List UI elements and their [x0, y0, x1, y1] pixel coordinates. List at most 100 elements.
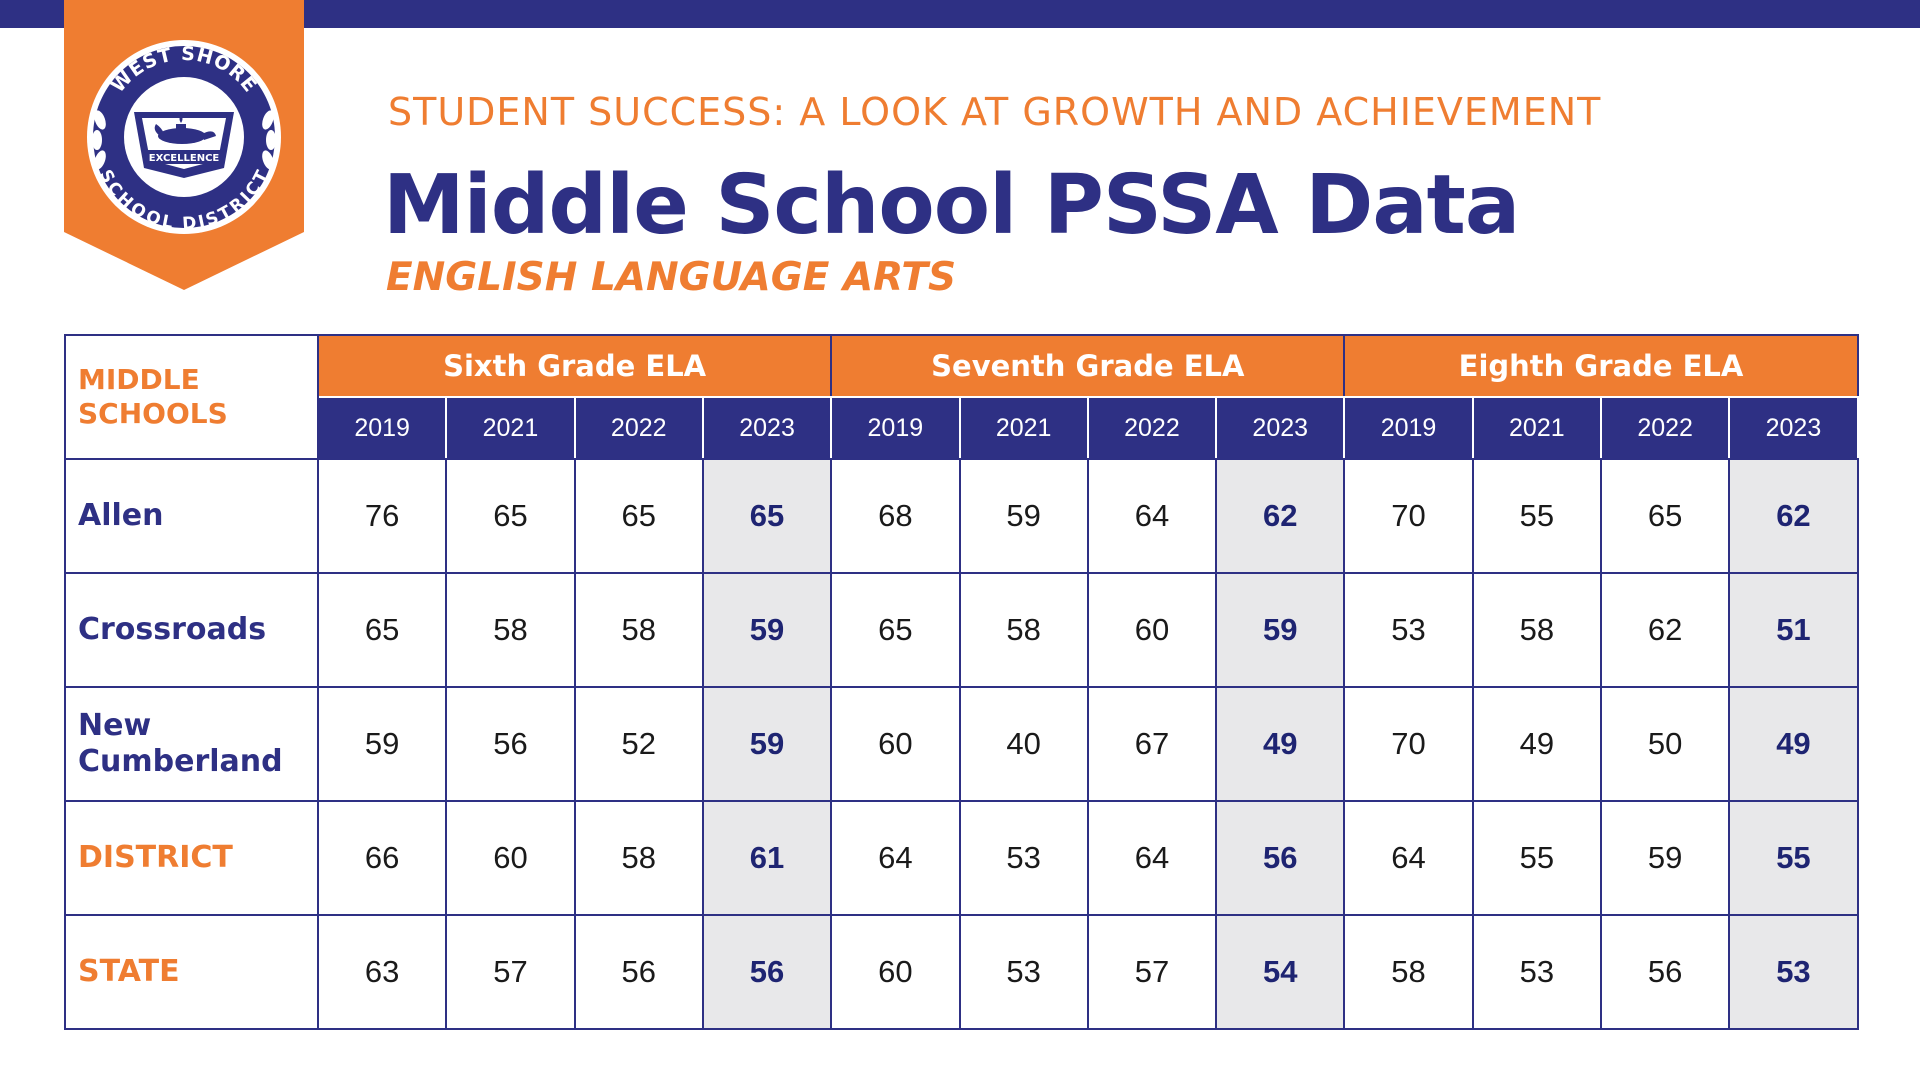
- value-cell-current-year: 49: [1215, 686, 1346, 802]
- year-header-cell: 2023: [1215, 396, 1346, 460]
- value-cell: 55: [1471, 458, 1602, 574]
- corner-label-line2: SCHOOLS: [78, 397, 228, 430]
- year-header-cell: 2021: [1471, 396, 1602, 460]
- value-cell: 58: [1471, 572, 1602, 688]
- year-header-cell: 2019: [316, 396, 448, 460]
- row-label: Crossroads: [64, 572, 319, 688]
- year-header-cell: 2019: [1343, 396, 1474, 460]
- grade-header-eighth: Eighth Grade ELA: [1343, 334, 1859, 398]
- value-cell: 60: [830, 686, 961, 802]
- value-cell: 58: [958, 572, 1089, 688]
- value-cell: 58: [573, 572, 704, 688]
- value-cell: 70: [1343, 458, 1474, 574]
- value-cell: 49: [1471, 686, 1602, 802]
- value-cell: 53: [958, 800, 1089, 916]
- year-header-cell: 2022: [573, 396, 704, 460]
- table-row: STATE 63 57 56 56 60 53 57 54 58 53 56 53: [64, 914, 1859, 1030]
- value-cell: 70: [1343, 686, 1474, 802]
- table-row: New Cumberland 59 56 52 59 60 40 67 49 70 49 50 49: [64, 686, 1859, 802]
- year-header-cell: 2022: [1086, 396, 1218, 460]
- value-cell-current-year: 59: [1215, 572, 1346, 688]
- value-cell: 67: [1086, 686, 1218, 802]
- value-cell: 50: [1599, 686, 1731, 802]
- value-cell: 58: [445, 572, 576, 688]
- value-cell: 52: [573, 686, 704, 802]
- row-label-line1: DISTRICT: [78, 840, 233, 875]
- row-label-line1: STATE: [78, 954, 180, 989]
- value-cell-current-year: 62: [1728, 458, 1859, 574]
- value-cell-current-year: 65: [701, 458, 833, 574]
- value-cell: 58: [1343, 914, 1474, 1030]
- value-cell: 65: [1599, 458, 1731, 574]
- value-cell-current-year: 53: [1728, 914, 1859, 1030]
- value-cell: 76: [316, 458, 448, 574]
- value-cell: 60: [830, 914, 961, 1030]
- row-label-line1: Allen: [78, 498, 164, 533]
- row-label-line2: Cumberland: [78, 744, 283, 779]
- value-cell: 60: [445, 800, 576, 916]
- value-cell: 64: [830, 800, 961, 916]
- row-label: New Cumberland: [64, 686, 319, 802]
- value-cell: 66: [316, 800, 448, 916]
- corner-header: MIDDLE SCHOOLS: [64, 334, 319, 460]
- value-cell-current-year: 49: [1728, 686, 1859, 802]
- value-cell: 53: [1471, 914, 1602, 1030]
- value-cell: 68: [830, 458, 961, 574]
- value-cell: 65: [830, 572, 961, 688]
- value-cell: 59: [1599, 800, 1731, 916]
- value-cell-current-year: 61: [701, 800, 833, 916]
- value-cell-current-year: 62: [1215, 458, 1346, 574]
- value-cell: 57: [1086, 914, 1218, 1030]
- year-header-cell: 2021: [958, 396, 1089, 460]
- grade-header-row: MIDDLE SCHOOLS Sixth Grade ELA Seventh G…: [64, 334, 1859, 460]
- value-cell: 56: [573, 914, 704, 1030]
- eyebrow-heading: STUDENT SUCCESS: A LOOK AT GROWTH AND AC…: [388, 90, 1602, 134]
- value-cell: 40: [958, 686, 1089, 802]
- value-cell-current-year: 56: [701, 914, 833, 1030]
- row-label: Allen: [64, 458, 319, 574]
- table-row: DISTRICT 66 60 58 61 64 53 64 56 64 55 59 55: [64, 800, 1859, 916]
- grade-header-seventh: Seventh Grade ELA: [830, 334, 1346, 398]
- district-logo-banner: WEST SHORE SCHOOL DISTRICT: [64, 0, 304, 290]
- row-label: DISTRICT: [64, 800, 319, 916]
- row-label-line1: New: [78, 708, 152, 743]
- svg-text:EXCELLENCE: EXCELLENCE: [149, 153, 220, 164]
- district-seal-icon: WEST SHORE SCHOOL DISTRICT: [64, 0, 304, 290]
- value-cell: 63: [316, 914, 448, 1030]
- value-cell: 64: [1086, 800, 1218, 916]
- row-label-line1: Crossroads: [78, 612, 267, 647]
- value-cell: 58: [573, 800, 704, 916]
- value-cell: 59: [316, 686, 448, 802]
- value-cell: 56: [445, 686, 576, 802]
- value-cell: 53: [958, 914, 1089, 1030]
- table-row: Crossroads 65 58 58 59 65 58 60 59 53 58 62 51: [64, 572, 1859, 688]
- value-cell: 55: [1471, 800, 1602, 916]
- value-cell-current-year: 56: [1215, 800, 1346, 916]
- row-label: STATE: [64, 914, 319, 1030]
- value-cell: 65: [573, 458, 704, 574]
- year-header-cell: 2021: [445, 396, 576, 460]
- lamp-of-learning-icon: [154, 114, 216, 144]
- top-accent-bar: [0, 0, 1920, 28]
- table-row: Allen 76 65 65 65 68 59 64 62 70 55 65 62: [64, 458, 1859, 574]
- value-cell: 53: [1343, 572, 1474, 688]
- value-cell: 57: [445, 914, 576, 1030]
- value-cell: 56: [1599, 914, 1731, 1030]
- value-cell: 65: [445, 458, 576, 574]
- year-header-cell: 2023: [701, 396, 833, 460]
- value-cell: 60: [1086, 572, 1218, 688]
- page-title: Middle School PSSA Data: [383, 158, 1520, 253]
- value-cell-current-year: 51: [1728, 572, 1859, 688]
- corner-label-line1: MIDDLE: [78, 363, 200, 396]
- value-cell-current-year: 55: [1728, 800, 1859, 916]
- value-cell-current-year: 59: [701, 572, 833, 688]
- value-cell: 64: [1343, 800, 1474, 916]
- page-subtitle: ENGLISH LANGUAGE ARTS: [386, 255, 957, 300]
- year-header-row: 2019 2021 2022 2023 2019 2021 2022 2023 2019 2021…: [65, 396, 1859, 460]
- value-cell: 62: [1599, 572, 1731, 688]
- value-cell: 59: [958, 458, 1089, 574]
- pssa-data-table: MIDDLE SCHOOLS Sixth Grade ELA Seventh G…: [64, 334, 1859, 1030]
- value-cell: 65: [316, 572, 448, 688]
- value-cell: 64: [1086, 458, 1218, 574]
